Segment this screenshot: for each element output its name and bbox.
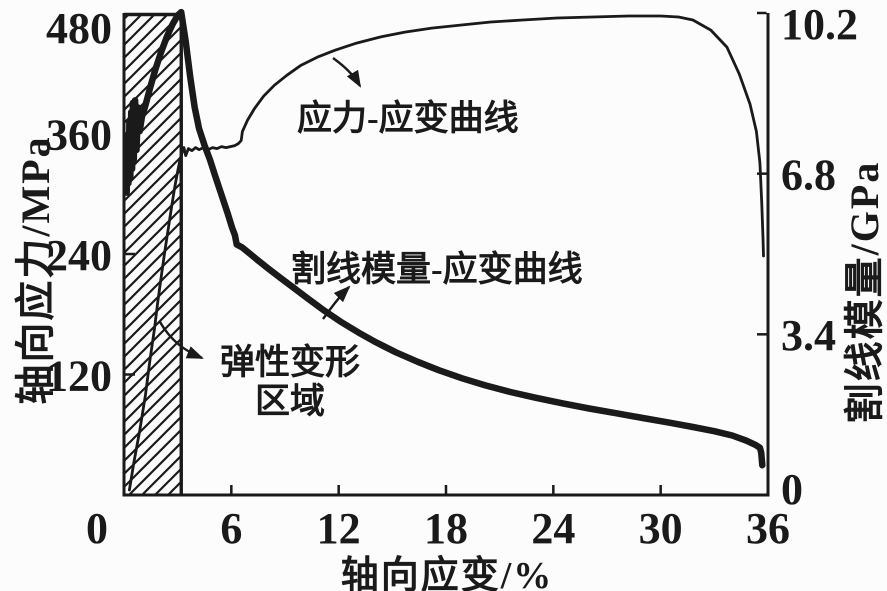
y-right-tick-label: 6.8 [781,151,836,200]
stress-curve-arrow [332,57,362,88]
y-right-tick-label: 3.4 [781,311,836,360]
annotation-arrows [158,57,362,360]
data-curves [123,8,766,492]
x-tick-label: 18 [424,504,468,553]
elastic-region-label-line1: 弹性变形 [219,343,360,382]
y-right-tick-label: 0 [781,465,803,514]
series-curve-stress-strain [127,14,765,492]
modulus-curve-annotation: 割线模量-应变曲线 [291,250,583,289]
x-tick-label: 12 [317,504,361,553]
x-tick-label: 30 [639,504,683,553]
y-left-axis-label: 轴向应力/MPa [13,135,58,405]
axis-ticks: 0 6 12 18 24 30 36 120 240 360 480 0 3.4 6.8 10.2 [46,0,858,553]
hatch-border [124,12,183,495]
y-right-tick-label: 10.2 [781,0,858,49]
elastic-region-arrow [158,321,204,360]
y-right-axis-label: 割线模量/GPa [842,160,887,424]
x-tick-label: 24 [531,504,575,553]
x-tick-label: 36 [746,504,790,553]
stress-curve-annotation: 应力-应变曲线 [297,99,519,138]
y-left-tick-label: 240 [46,231,112,280]
elastic-region-annotation: 弹性变形 区域 [200,343,380,421]
x-tick-label: 0 [86,504,108,553]
y-left-tick-label: 120 [46,351,112,400]
y-left-tick-label: 360 [46,110,112,159]
series-curve-secant-modulus [123,8,766,469]
elastic-region-label-line2: 区域 [254,382,325,422]
x-tick-label: 6 [220,504,242,553]
x-axis-label: 轴向应变/% [340,555,554,591]
y-left-tick-label: 480 [46,4,112,53]
modulus-curve-arrow [322,285,351,320]
